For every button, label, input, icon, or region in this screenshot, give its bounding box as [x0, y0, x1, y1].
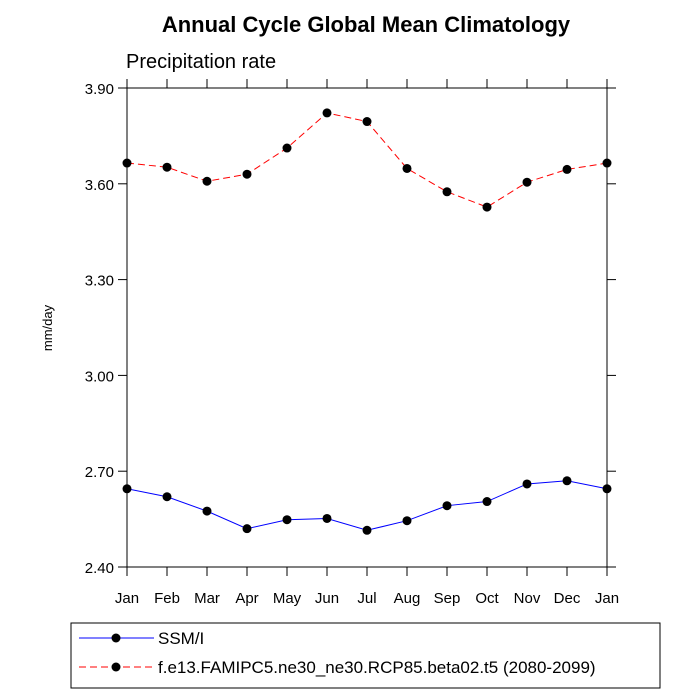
data-point-series-0	[362, 525, 372, 535]
legend-label-model: f.e13.FAMIPC5.ne30_ne30.RCP85.beta02.t5 …	[158, 658, 596, 677]
chart-title: Annual Cycle Global Mean Climatology	[162, 12, 571, 37]
chart-subtitle: Precipitation rate	[126, 51, 276, 73]
data-point-series-0	[602, 484, 612, 494]
data-point-series-0	[322, 513, 332, 523]
legend-marker-ssmi	[111, 633, 121, 643]
plot-frame	[126, 87, 608, 568]
data-point-series-0	[282, 515, 292, 525]
x-tick-label: May	[273, 590, 302, 607]
x-tick-label: Mar	[194, 590, 220, 607]
data-point-series-1	[322, 108, 332, 118]
x-tick-label: Nov	[514, 590, 541, 607]
x-tick-label: Jul	[357, 590, 376, 607]
x-axis-ticks: Jan Feb Mar Apr May Jun Jul Aug Sep Oct Nov Dec Jan	[115, 79, 619, 607]
legend-entry-model: f.e13.FAMIPC5.ne30_ne30.RCP85.beta02.t5 …	[79, 658, 596, 677]
series-line-1	[126, 112, 608, 208]
data-point-series-1	[522, 177, 532, 187]
y-tick-label: 3.90	[85, 81, 114, 98]
x-tick-label: Apr	[235, 590, 258, 607]
data-point-series-0	[242, 524, 252, 534]
legend-label-ssmi: SSM/I	[158, 629, 204, 648]
data-point-series-1	[362, 117, 372, 127]
x-tick-label: Aug	[394, 590, 421, 607]
y-tick-label: 3.60	[85, 177, 114, 194]
x-tick-label: Dec	[554, 590, 581, 607]
x-tick-label: Jan	[115, 590, 139, 607]
y-tick-label: 2.40	[85, 560, 114, 577]
data-point-series-0	[162, 492, 172, 502]
data-point-series-1	[442, 187, 452, 197]
data-point-series-1	[122, 158, 132, 168]
x-tick-label: Sep	[434, 590, 461, 607]
data-point-series-1	[162, 162, 172, 172]
x-tick-label: Jun	[315, 590, 339, 607]
data-point-series-1	[602, 158, 612, 168]
data-point-series-1	[402, 163, 412, 173]
legend-box	[70, 622, 661, 689]
data-point-series-1	[242, 169, 252, 179]
data-point-series-1	[202, 176, 212, 186]
data-point-series-0	[562, 476, 572, 486]
x-tick-label: Jan	[595, 590, 619, 607]
y-tick-label: 2.70	[85, 464, 114, 481]
legend-entry-ssmi: SSM/I	[79, 629, 204, 648]
series-layer	[122, 108, 612, 535]
y-axis-label: mm/day	[40, 304, 55, 351]
data-point-series-1	[282, 143, 292, 153]
data-point-series-0	[482, 497, 492, 507]
y-tick-label: 3.30	[85, 273, 114, 290]
data-point-series-0	[522, 479, 532, 489]
data-point-series-0	[402, 516, 412, 526]
data-point-series-1	[482, 202, 492, 212]
series-line-0	[126, 480, 608, 531]
data-point-series-1	[562, 164, 572, 174]
legend-marker-model	[111, 662, 121, 672]
y-tick-label: 3.00	[85, 368, 114, 385]
x-tick-label: Feb	[154, 590, 180, 607]
x-tick-label: Oct	[475, 590, 499, 607]
data-point-series-0	[202, 506, 212, 516]
data-point-series-0	[122, 484, 132, 494]
y-axis-ticks: 2.40 2.70 3.00 3.30 3.60 3.90	[85, 81, 616, 577]
data-point-series-0	[442, 501, 452, 511]
